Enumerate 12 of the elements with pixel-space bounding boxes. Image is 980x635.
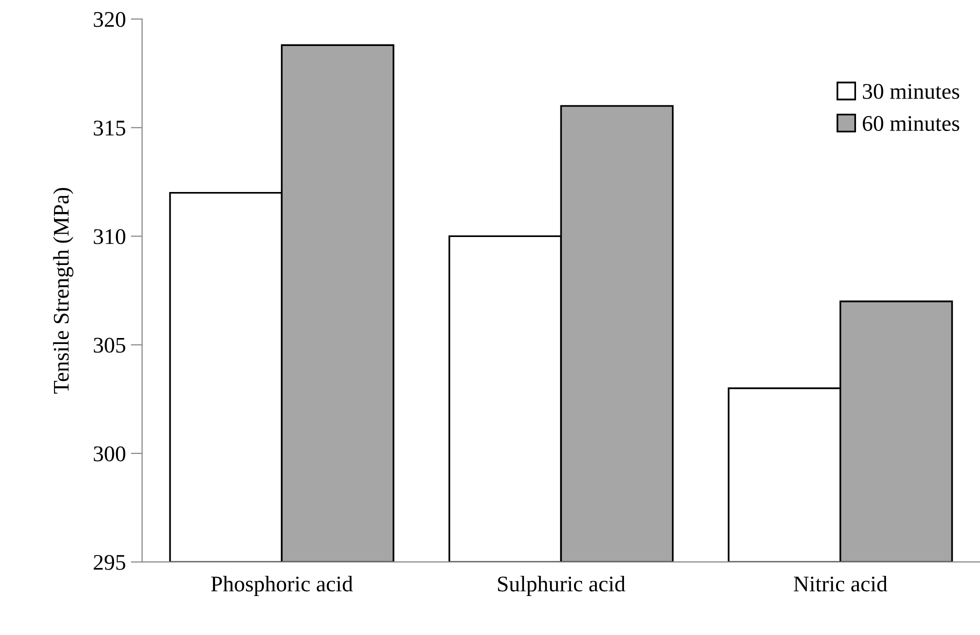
y-tick-label: 295: [94, 554, 126, 570]
legend-label: 60 minutes: [862, 116, 960, 131]
x-tick-label: Phosphoric acid: [211, 576, 353, 596]
y-tick-label: 300: [94, 446, 126, 462]
x-tick-label: Sulphuric acid: [498, 576, 626, 596]
y-tick-label: 310: [94, 229, 126, 244]
legend-label: 30 minutes: [862, 84, 960, 99]
y-axis-title: Tensile Strength (MPa): [53, 188, 74, 394]
x-tick-label: Nitric acid: [794, 576, 888, 592]
y-tick-label: 320: [94, 12, 126, 27]
y-tick-label: 305: [94, 338, 126, 353]
y-tick-label: 315: [94, 120, 126, 136]
